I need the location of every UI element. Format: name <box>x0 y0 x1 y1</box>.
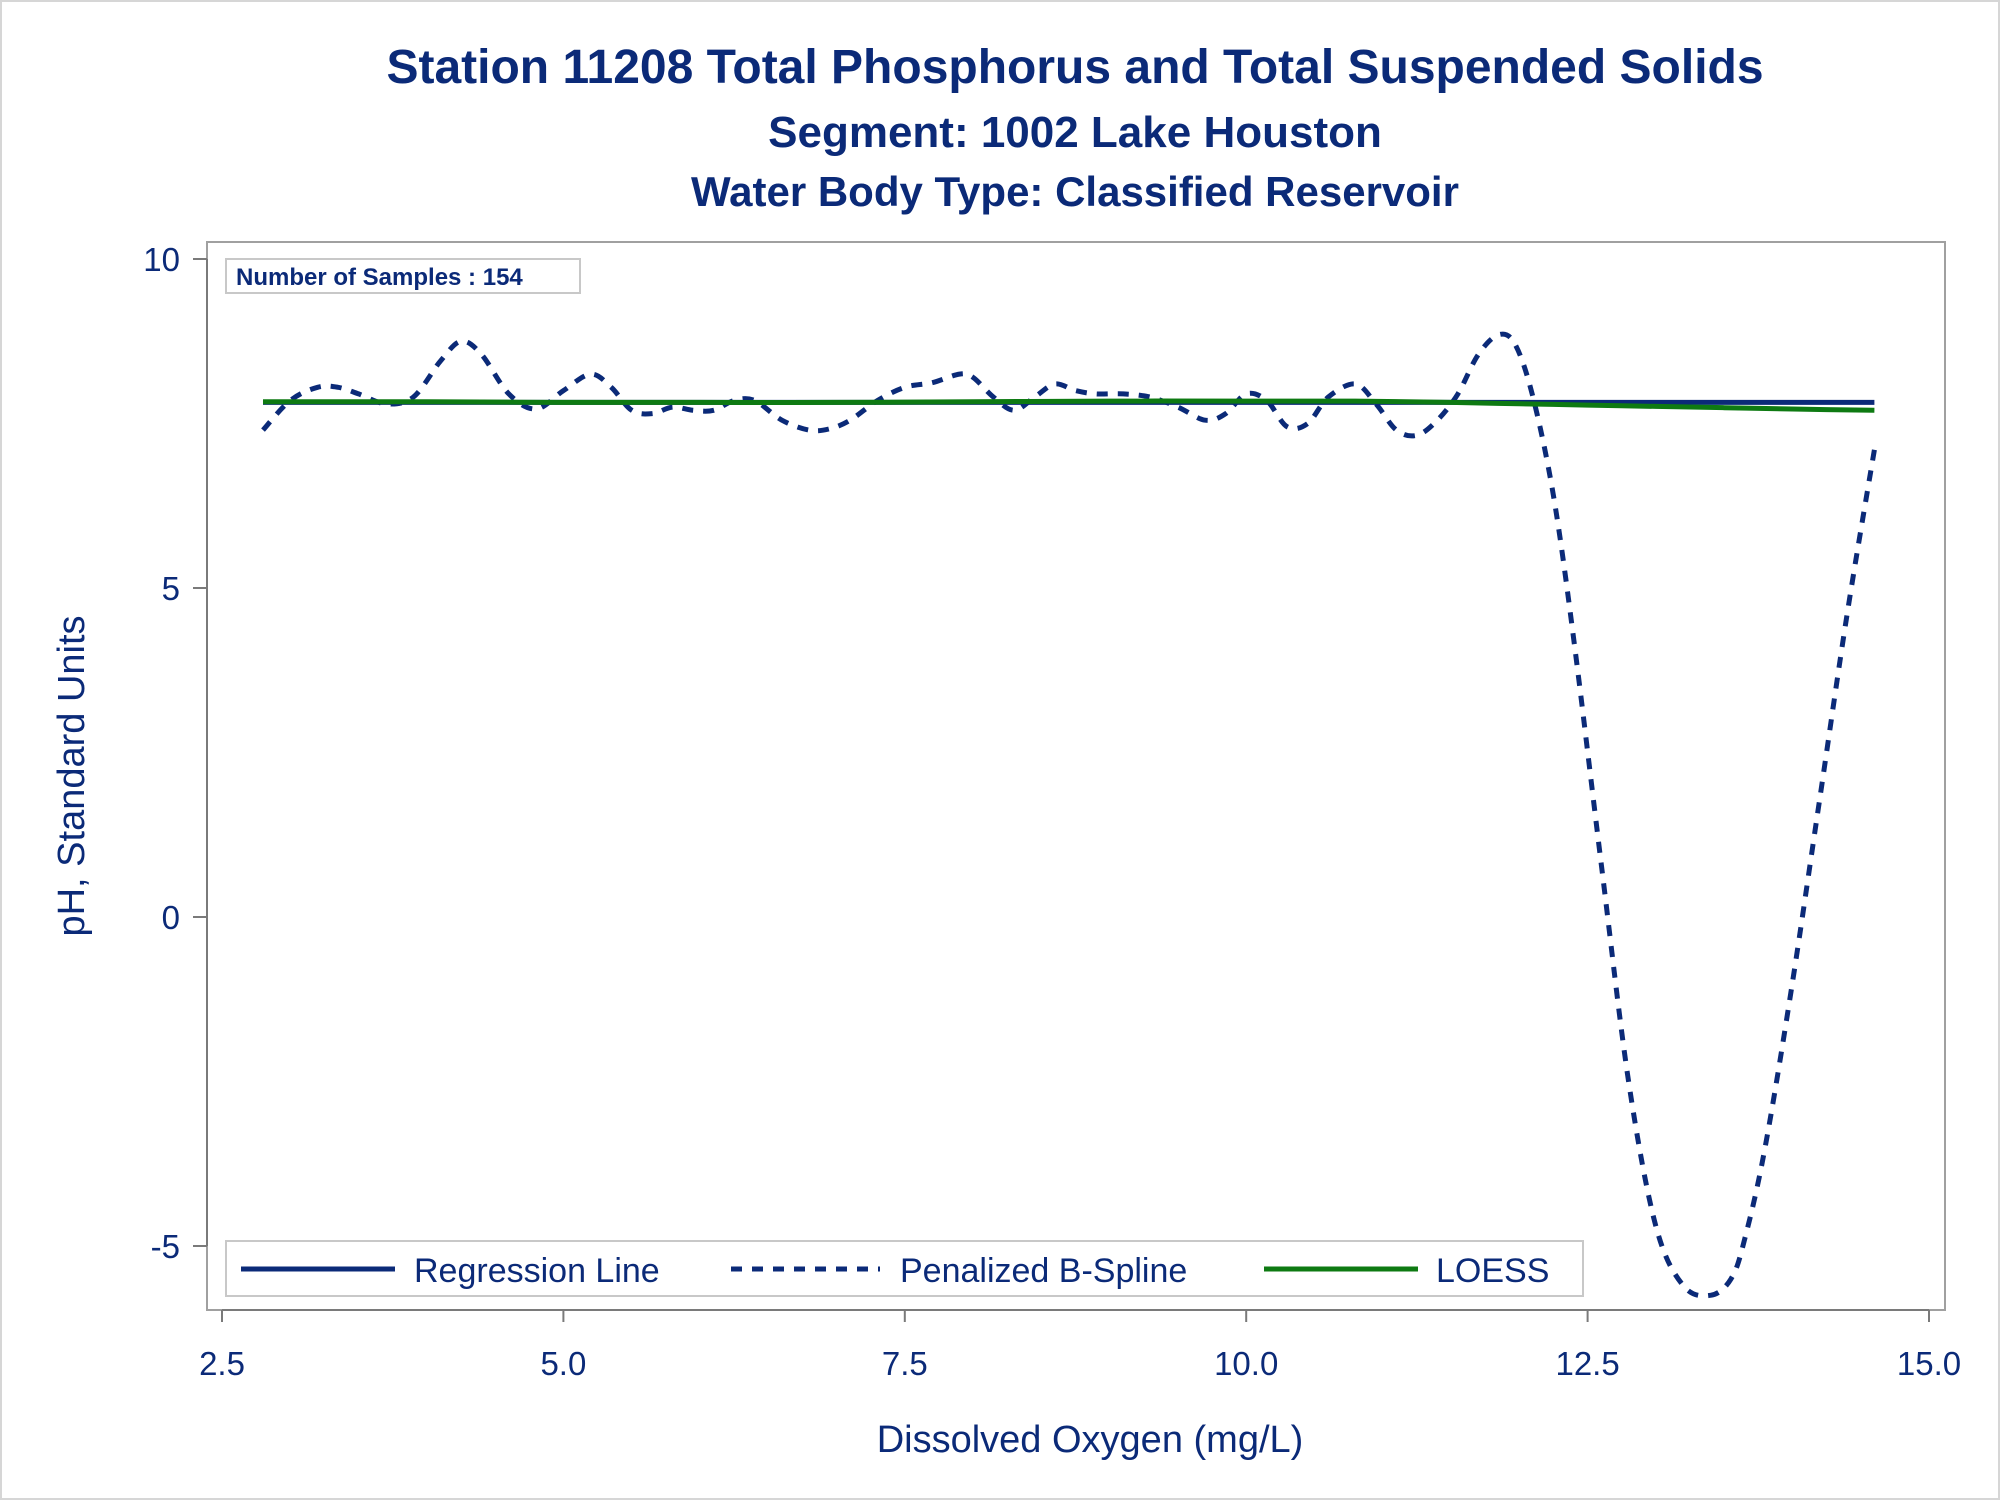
y-tick-label: 5 <box>162 570 180 607</box>
x-tick-label: 2.5 <box>199 1345 245 1382</box>
x-tick-label: 7.5 <box>882 1345 928 1382</box>
chart-title: Station 11208 Total Phosphorus and Total… <box>386 41 1764 94</box>
legend: Regression Line Penalized B-Spline LOESS <box>225 1240 1584 1297</box>
sample-count-border <box>225 258 581 294</box>
x-tick-label: 5.0 <box>540 1345 586 1382</box>
y-axis: -5 0 5 10 <box>143 241 208 1265</box>
x-tick-label: 10.0 <box>1214 1345 1278 1382</box>
x-tick-label: 15.0 <box>1897 1345 1961 1382</box>
sample-count-box: Number of Samples : 154 <box>225 258 581 294</box>
x-axis: 2.5 5.0 7.5 10.0 12.5 15.0 <box>199 1309 1961 1382</box>
y-axis-title: pH, Standard Units <box>51 615 93 936</box>
legend-label-loess: LOESS <box>1436 1252 1549 1290</box>
legend-label-spline: Penalized B-Spline <box>900 1252 1187 1290</box>
chart-subtitle: Segment: 1002 Lake Houston <box>768 108 1382 157</box>
sample-count-label: Number of Samples : 154 <box>236 264 523 291</box>
y-tick-label: -5 <box>151 1228 180 1265</box>
x-axis-title: Dissolved Oxygen (mg/L) <box>877 1419 1304 1461</box>
y-tick-label: 0 <box>162 899 180 936</box>
series-penalized-b-spline <box>261 331 1877 1299</box>
series-loess <box>262 398 1875 413</box>
series-layer <box>261 331 1877 1299</box>
chart-subtitle-2: Water Body Type: Classified Reservoir <box>691 168 1459 215</box>
legend-label-regression: Regression Line <box>414 1252 660 1290</box>
y-tick-label: 10 <box>143 241 180 278</box>
x-tick-label: 12.5 <box>1555 1345 1619 1382</box>
